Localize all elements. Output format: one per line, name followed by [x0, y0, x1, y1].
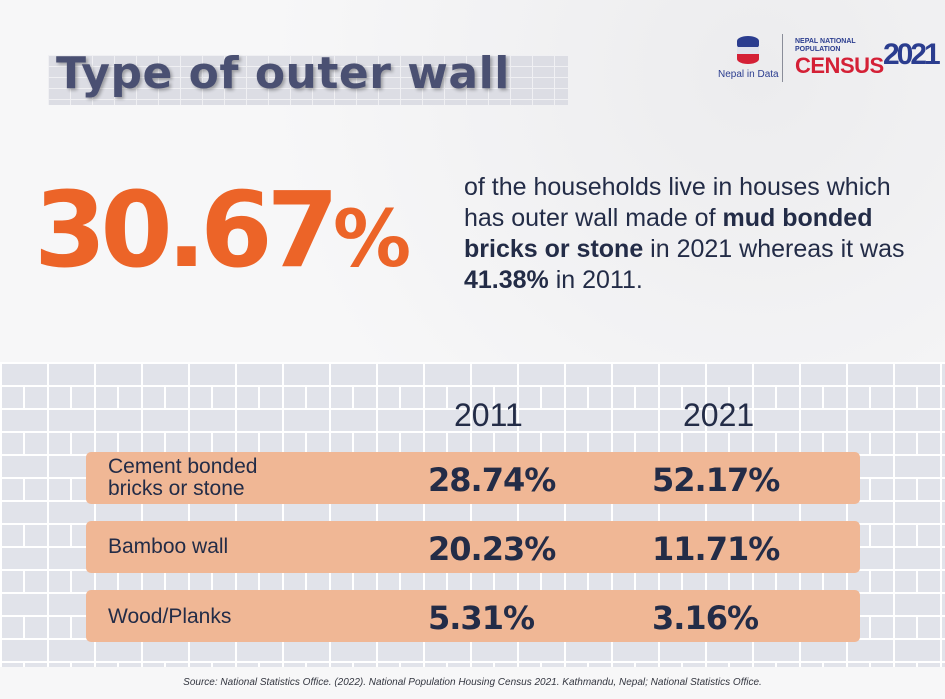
census-logo-year: 2021	[883, 38, 941, 71]
nepal-in-data-label: Nepal in Data	[718, 69, 779, 80]
value-2011: 20.23%	[428, 530, 556, 568]
value-2011: 5.31%	[428, 599, 535, 637]
row-label: Cement bonded bricks or stone	[108, 456, 257, 500]
footer-background	[0, 667, 945, 699]
statement-previous-value: 41.38%	[464, 266, 549, 294]
highlight-statement: of the households live in houses which h…	[464, 172, 934, 296]
source-citation: Source: National Statistics Office. (202…	[183, 677, 762, 688]
logo-divider	[782, 34, 783, 82]
column-header-2021: 2021	[683, 397, 755, 433]
row-label-line: Cement bonded	[108, 455, 258, 478]
table-row: Cement bonded bricks or stone 28.74% 52.…	[86, 452, 860, 504]
statement-text-1: of the households live in houses which h…	[464, 173, 891, 232]
nepal-in-data-logo: Nepal in Data	[718, 36, 779, 80]
value-2021: 3.16%	[652, 599, 759, 637]
table-row: Wood/Planks 5.31% 3.16%	[86, 590, 860, 642]
page-title: Type of outer wall	[56, 48, 510, 99]
census-logo-line2: POPULATION	[795, 46, 841, 53]
census-logo-main: CENSUS	[795, 53, 884, 78]
census-logo: NEPAL NATIONAL POPULATION CENSUS 2021	[795, 38, 941, 88]
highlight-percentage: 30.67%	[34, 178, 411, 285]
title-brick-backdrop	[48, 55, 568, 105]
row-label-line: bricks or stone	[108, 477, 245, 500]
highlight-unit: %	[332, 195, 411, 285]
row-label: Bamboo wall	[108, 535, 229, 558]
value-2021: 11.71%	[652, 530, 780, 568]
value-2021: 52.17%	[652, 461, 780, 499]
database-icon	[737, 36, 759, 64]
row-label: Wood/Planks	[108, 605, 232, 628]
highlight-value: 30.67	[34, 169, 339, 291]
column-header-2011: 2011	[454, 397, 523, 433]
statement-category: mud bonded bricks or stone	[464, 204, 873, 263]
statement-text-2: in 2021 whereas it was	[643, 235, 905, 263]
value-2011: 28.74%	[428, 461, 556, 499]
statement-text-3: in 2011.	[548, 266, 643, 294]
table-row: Bamboo wall 20.23% 11.71%	[86, 521, 860, 573]
census-logo-line1: NEPAL NATIONAL	[795, 38, 856, 45]
